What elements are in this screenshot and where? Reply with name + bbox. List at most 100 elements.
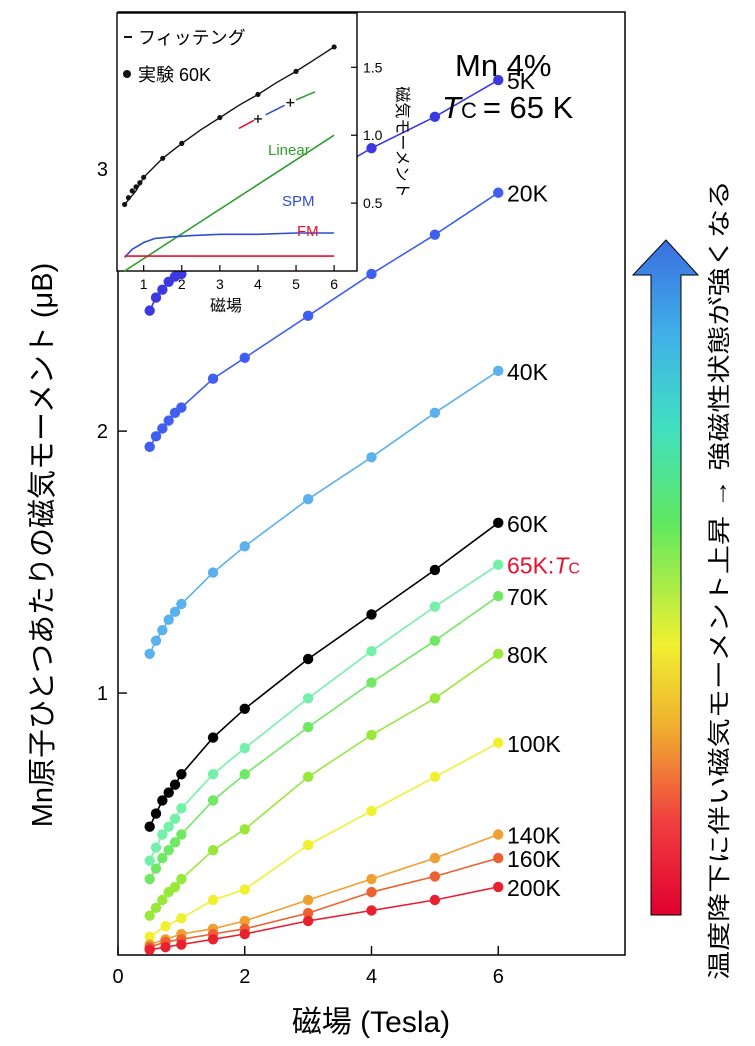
- inset-plot-background: [117, 13, 357, 271]
- tc-subscript: C: [461, 98, 477, 123]
- data-point: [429, 771, 441, 783]
- data-point: [160, 941, 171, 953]
- data-point: [207, 795, 219, 806]
- data-point: [366, 805, 377, 817]
- data-point: [144, 944, 155, 955]
- data-point: [302, 310, 314, 322]
- series-line: [148, 370, 499, 655]
- data-point: [493, 737, 504, 749]
- fm-label: FM: [297, 223, 319, 240]
- inset-data-point: [255, 91, 261, 98]
- y-tick-label: 1: [97, 683, 108, 705]
- data-point: [366, 268, 377, 280]
- y-tick-label: 2: [97, 421, 108, 443]
- data-point: [366, 609, 377, 620]
- x-tick-label: 0: [112, 966, 123, 988]
- data-point: [239, 703, 250, 714]
- data-point: [169, 881, 181, 893]
- inset-data-point: [122, 201, 128, 208]
- series-label: 100K: [507, 731, 561, 757]
- colorbar-arrow: [631, 239, 700, 916]
- data-point: [169, 779, 181, 790]
- data-point: [239, 352, 250, 363]
- data-point: [366, 729, 377, 741]
- inset-data-point: [160, 155, 166, 161]
- inset-plot-frame: [116, 12, 358, 272]
- data-point: [429, 852, 441, 864]
- inset-x-tick-label: 2: [178, 276, 186, 292]
- data-point: [207, 732, 219, 743]
- series-label: 60K: [507, 511, 549, 537]
- data-point: [366, 873, 377, 885]
- series-line: [149, 653, 499, 917]
- x-tick-label: 2: [239, 966, 250, 988]
- inset-data-point: [137, 180, 143, 186]
- data-point: [169, 837, 181, 848]
- series-label: 160K: [507, 846, 561, 872]
- inset-x-tick-label: 4: [254, 276, 262, 292]
- data-point: [366, 645, 377, 657]
- data-point: [207, 373, 219, 384]
- data-point: [493, 590, 504, 602]
- series-65k: [144, 559, 504, 866]
- x-tick-label: 6: [493, 966, 504, 988]
- data-point: [157, 894, 168, 906]
- data-point: [302, 721, 314, 733]
- data-point: [302, 771, 314, 783]
- data-point: [144, 931, 155, 942]
- data-point: [150, 842, 162, 853]
- data-point: [150, 431, 162, 442]
- y-axis-label: Mn原子ひとつあたりの磁気モーメント (μB): [26, 263, 59, 828]
- series-label: 40K: [507, 359, 549, 385]
- data-point: [366, 886, 377, 898]
- data-point: [493, 881, 504, 893]
- data-point: [239, 824, 250, 835]
- inset-fit-segment: [295, 91, 316, 101]
- series-40k: [144, 365, 504, 659]
- data-point: [157, 423, 168, 434]
- annotation-tc: TC = 65 K: [442, 90, 574, 125]
- inset-spm-line: [124, 232, 335, 258]
- data-point: [144, 648, 155, 659]
- main-axis-ticks: 0 2 4 6 1 2 3: [97, 159, 504, 988]
- data-point: [302, 653, 314, 665]
- data-point: [302, 494, 314, 505]
- data-point: [163, 821, 174, 832]
- data-point: [493, 829, 504, 840]
- series-line: [148, 564, 499, 862]
- series-line: [149, 886, 499, 951]
- data-point: [429, 407, 441, 418]
- data-point: [239, 742, 250, 754]
- data-point: [176, 829, 187, 840]
- inset-y-tick-label: 0.5: [363, 195, 383, 211]
- data-point: [163, 415, 174, 426]
- data-point: [207, 894, 219, 906]
- data-point: [302, 693, 314, 704]
- data-point: [157, 624, 168, 636]
- data-point: [157, 284, 168, 295]
- data-point: [150, 635, 162, 646]
- data-point: [429, 601, 441, 612]
- inset-data-point: [125, 195, 132, 201]
- legend-fit-label: フィッテング: [138, 28, 246, 48]
- series-line: [148, 522, 499, 827]
- data-point: [302, 915, 314, 927]
- inset-data-point: [293, 68, 299, 74]
- data-point: [207, 567, 219, 578]
- legend-exp-marker: [123, 70, 131, 78]
- data-point: [493, 852, 504, 864]
- data-point: [302, 839, 314, 851]
- inset-data-point: [331, 44, 337, 50]
- series-label: 80K: [507, 642, 549, 668]
- data-point: [429, 871, 441, 882]
- data-point: [144, 855, 155, 866]
- data-point: [239, 769, 250, 780]
- data-point: [144, 910, 155, 921]
- inset-data-point: [217, 114, 223, 121]
- inset-data-point: [129, 188, 135, 194]
- tc-sub: C: [568, 561, 580, 578]
- data-point: [169, 813, 181, 824]
- spm-label: SPM: [282, 193, 315, 210]
- data-point: [239, 928, 250, 940]
